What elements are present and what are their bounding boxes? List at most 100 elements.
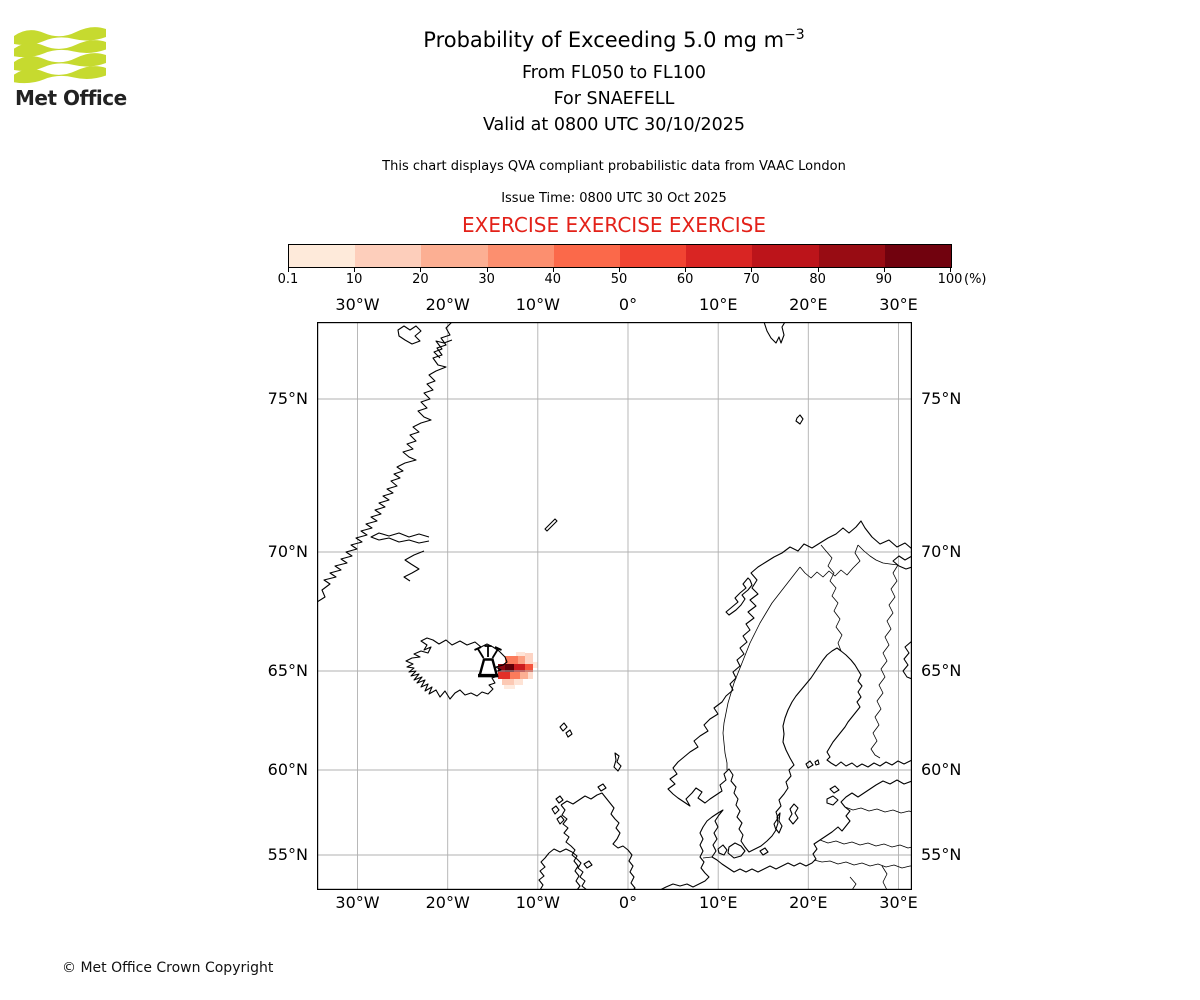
latitude-label-left: 75°N (267, 389, 308, 408)
colorbar-swatch (289, 245, 356, 267)
volcano-icon-part (491, 648, 499, 659)
coastline (538, 852, 550, 890)
latitude-label-left: 55°N (267, 845, 308, 864)
latitude-label-right: 65°N (921, 661, 962, 680)
coastline (902, 640, 912, 680)
coastline (555, 795, 564, 804)
colorbar-tick (685, 267, 687, 272)
colorbar-tick (817, 267, 819, 272)
colorbar-tick (619, 267, 620, 272)
colorbar-swatch (818, 245, 885, 267)
colorbar-tick (354, 267, 356, 272)
colorbar-tick (420, 267, 422, 272)
volcano-icon-part (477, 648, 485, 659)
coastline (433, 339, 453, 359)
colorbar-swatch (355, 245, 422, 267)
coastline (405, 637, 508, 700)
page-title: Probability of Exceeding 5.0 mg m−3 (423, 27, 805, 52)
coastline (370, 532, 430, 544)
qva-note: This chart displays QVA compliant probab… (382, 159, 846, 174)
country-border (813, 859, 912, 869)
country-border (820, 544, 843, 652)
ash-probability-cell (502, 679, 514, 685)
longitude-label-bottom: 10°E (698, 893, 738, 912)
ash-probability-cell (498, 664, 505, 672)
coastline (829, 785, 840, 794)
logo-wave-stripe (14, 27, 106, 45)
coastline (560, 792, 636, 890)
colorbar-tick-label: 40 (544, 272, 562, 287)
coastline (556, 815, 565, 825)
colorbar-tick-label: 20 (412, 272, 429, 287)
country-border (870, 564, 899, 759)
longitude-label-top: 30°W (335, 295, 380, 314)
colorbar-swatch (686, 245, 753, 267)
coastline (727, 842, 746, 859)
coastline (544, 518, 558, 532)
coastline (397, 325, 422, 345)
volcano-eruption-icon (474, 645, 502, 678)
longitude-label-bottom: 30°W (335, 893, 380, 912)
colorbar-tick-label: 0.1 (277, 272, 299, 287)
colorbar-swatch (487, 245, 554, 267)
country-border (819, 839, 912, 849)
met-office-logo-icon (14, 27, 106, 84)
longitude-label-top: 30°E (879, 295, 918, 314)
ash-probability-cell (533, 662, 538, 668)
colorbar-unit-label: (%) (964, 272, 987, 287)
volcano-icon-part (494, 646, 502, 651)
coastline (788, 803, 799, 825)
colorbar-tick-label: 60 (676, 272, 694, 287)
colorbar-tick (751, 267, 753, 272)
coastline (560, 804, 588, 890)
coastline (725, 577, 753, 616)
coastline (763, 322, 786, 344)
longitude-label-bottom: 20°E (789, 893, 828, 912)
longitude-label-top: 20°E (789, 295, 828, 314)
country-border (857, 544, 899, 566)
ash-probability-cell (518, 656, 525, 664)
colorbar-tick (883, 267, 885, 272)
ash-probability-cell (528, 672, 533, 679)
coastline (317, 322, 453, 603)
colorbar-tick-label: 80 (809, 272, 826, 287)
latitude-label-left: 70°N (267, 542, 308, 561)
colorbar-tick-label: 10 (345, 272, 363, 287)
ash-probability-cell (504, 685, 515, 689)
colorbar-tick-label: 90 (875, 272, 893, 287)
issue-time: Issue Time: 0800 UTC 30 Oct 2025 (501, 191, 727, 206)
ash-probability-cell (525, 653, 533, 664)
coastline (559, 722, 568, 732)
country-border (722, 566, 801, 770)
longitude-label-top: 0° (618, 295, 638, 314)
colorbar-tick (288, 267, 289, 272)
country-border (881, 865, 888, 890)
longitude-label-bottom: 30°E (879, 893, 918, 912)
coastline (551, 805, 560, 815)
coastline (659, 779, 912, 890)
colorbar-tick-label: 50 (610, 272, 628, 287)
latitude-label-right: 60°N (921, 760, 962, 779)
coastline (583, 860, 593, 869)
ash-probability-cell (498, 672, 510, 679)
volcano-icon-part (477, 658, 499, 678)
coastline (548, 848, 581, 890)
country-border (799, 544, 861, 579)
country-border (844, 806, 912, 814)
coastline (826, 795, 839, 806)
colorbar-tick (950, 267, 951, 272)
colorbar-tick-label: 70 (743, 272, 760, 287)
latitude-label-right: 75°N (921, 389, 962, 408)
colorbar-swatch (752, 245, 819, 267)
ash-probability-cell (514, 679, 523, 685)
exercise-banner: EXERCISE EXERCISE EXERCISE (462, 213, 766, 237)
colorbar-swatch (421, 245, 488, 267)
ash-probability-cell (510, 672, 520, 679)
coastline (403, 550, 425, 582)
colorbar-tick (552, 267, 554, 272)
country-border (849, 876, 857, 890)
logo-wave-stripe (14, 53, 106, 71)
ash-probability-cell (516, 652, 525, 657)
latitude-label-left: 60°N (267, 760, 308, 779)
colorbar-tick (486, 267, 488, 272)
